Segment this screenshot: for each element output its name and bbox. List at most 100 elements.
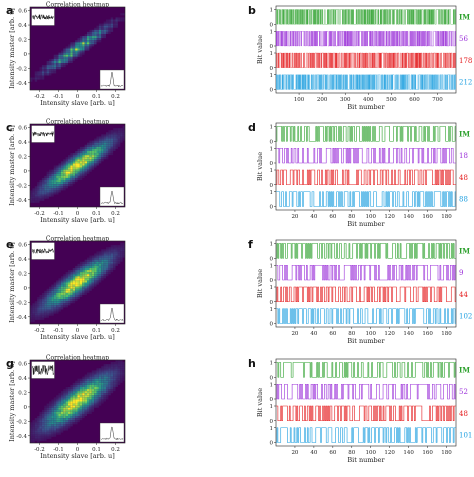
heatmap-cell: [113, 366, 116, 369]
heatmap-cell: [60, 407, 64, 410]
heatmap-cell: [70, 274, 73, 277]
heatmap-cell: [84, 161, 88, 164]
heatmap-cell: [56, 426, 59, 429]
heatmap-cell: [101, 368, 104, 371]
heatmap-cell: [77, 393, 80, 396]
heatmap-cell: [70, 159, 73, 162]
heatmap-cell: [49, 186, 52, 189]
heatmap-cell: [106, 374, 109, 377]
heatmap-cell: [44, 420, 47, 423]
heatmap-cell: [56, 165, 59, 168]
heatmap-cell: [122, 138, 126, 141]
x-axis-label: Bit number: [347, 220, 385, 228]
heatmap-cell: [77, 276, 80, 279]
heatmap-cell: [51, 301, 54, 304]
heatmap-cell: [37, 198, 40, 201]
heatmap-cell: [53, 167, 57, 170]
heatmap-cell: [34, 426, 38, 429]
heatmap-cell: [51, 63, 54, 66]
heatmap-cell: [96, 255, 99, 258]
heatmap-cell: [110, 391, 114, 394]
heatmap-cell: [39, 413, 42, 417]
heatmap-cell: [96, 386, 99, 390]
heatmap-cell: [110, 364, 114, 367]
heatmap-cell: [30, 190, 33, 193]
heatmap-cell: [34, 79, 38, 82]
heatmap-cell: [77, 288, 80, 291]
heatmap-cell: [87, 155, 90, 158]
heatmap-cell: [91, 282, 95, 285]
heatmap-cell: [108, 130, 111, 133]
heatmap-cell: [82, 165, 85, 168]
heatmap-cell: [106, 372, 109, 375]
y-tick-label: 1: [270, 29, 274, 35]
panel-letter: d: [248, 121, 256, 134]
heatmap-cell: [103, 272, 107, 275]
heatmap-cell: [63, 60, 66, 64]
heatmap-cell: [46, 301, 50, 304]
heatmap-cell: [65, 278, 69, 281]
heatmap-cell: [32, 194, 35, 197]
heatmap-cell: [30, 196, 33, 199]
heatmap-cell: [87, 165, 90, 168]
heatmap-cell: [75, 52, 78, 55]
heatmap-cell: [89, 282, 92, 285]
heatmap-cell: [46, 288, 50, 291]
x-tick-label: 0.1: [92, 211, 101, 217]
heatmap-cell: [115, 19, 118, 22]
heatmap-cell: [98, 136, 102, 139]
heatmap-cell: [115, 134, 118, 137]
y-tick-label: 0.2: [18, 390, 27, 396]
heatmap-cell: [113, 265, 116, 268]
heatmap-title: Correlation heatmap: [46, 236, 109, 243]
series-line: [276, 147, 456, 164]
heatmap-cell: [63, 274, 66, 277]
heatmap-cell: [30, 194, 33, 197]
heatmap-cell: [72, 270, 76, 273]
heatmap-cell: [106, 265, 109, 268]
heatmap-cell: [98, 261, 102, 264]
heatmap-cell: [65, 274, 69, 277]
heatmap-cell: [113, 376, 116, 379]
heatmap-cell: [51, 288, 54, 291]
heatmap-cell: [106, 146, 109, 149]
heatmap-cell: [34, 307, 38, 310]
heatmap-cell: [79, 378, 83, 381]
y-tick-label: 0: [270, 22, 274, 28]
heatmap-cell: [68, 163, 71, 166]
heatmap-cell: [75, 292, 78, 295]
heatmap-cell: [68, 173, 71, 176]
x-tick-label: 140: [403, 214, 414, 220]
heatmap-cell: [49, 180, 52, 183]
heatmap-cell: [70, 50, 73, 53]
heatmap-cell: [87, 282, 90, 285]
heatmap-cell: [53, 63, 57, 66]
heatmap-cell: [39, 75, 42, 78]
heatmap-cell: [63, 405, 66, 408]
heatmap-cell: [49, 177, 52, 181]
heatmap-cell: [49, 292, 52, 295]
heatmap-cell: [65, 288, 69, 291]
heatmap-cell: [46, 430, 50, 433]
heatmap-cell: [60, 52, 64, 55]
heatmap-cell: [60, 401, 64, 404]
heatmap-cell: [117, 255, 121, 258]
heatmap-cell: [89, 286, 92, 289]
heatmap-cell: [110, 144, 114, 147]
heatmap-cell: [44, 422, 47, 425]
heatmap-cell: [106, 157, 109, 160]
heatmap-cell: [96, 372, 99, 375]
heatmap-cell: [46, 290, 50, 293]
heatmap-cell: [96, 33, 99, 37]
heatmap-cell: [87, 395, 90, 398]
heatmap-cell: [30, 317, 33, 320]
heatmap-cell: [84, 374, 88, 377]
heatmap-cell: [77, 401, 80, 404]
heatmap-cell: [75, 280, 78, 283]
heatmap-cell: [39, 418, 42, 421]
heatmap-cell: [108, 380, 111, 383]
heatmap-cell: [96, 159, 99, 162]
heatmap-cell: [68, 272, 71, 275]
heatmap-cell: [34, 428, 38, 431]
heatmap-cell: [63, 401, 66, 404]
